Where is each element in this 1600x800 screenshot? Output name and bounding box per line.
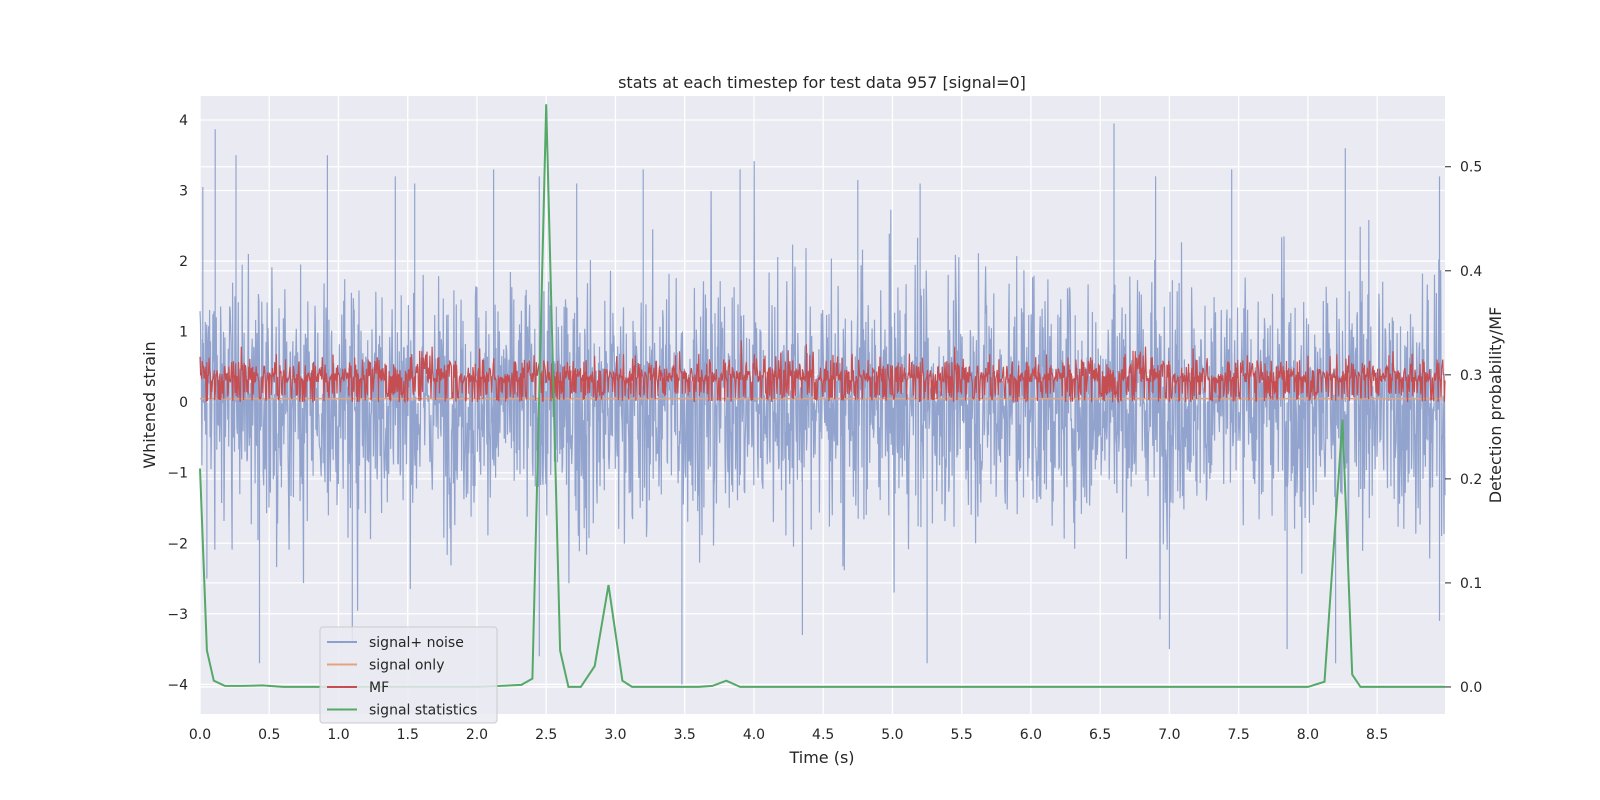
- tick-labels: 0.0 0.5 1.0 1.5 2.0 2.5 3.0 3.5 4.0 4.5 5.0 5.5 6.0 6…: [167, 113, 1482, 743]
- x-tick-label: 5.0: [881, 727, 903, 743]
- x-tick-label: 8.0: [1297, 727, 1319, 743]
- chart-title: stats at each timestep for test data 957…: [618, 73, 1026, 92]
- x-tick-label: 2.5: [535, 727, 557, 743]
- right-y-tick-label: 0.0: [1460, 680, 1482, 696]
- x-tick-label: 4.5: [812, 727, 834, 743]
- x-tick-label: 6.5: [1089, 727, 1111, 743]
- x-tick-label: 1.0: [327, 727, 349, 743]
- x-tick-label: 7.0: [1158, 727, 1180, 743]
- x-tick-label: 3.0: [604, 727, 626, 743]
- legend-label: signal only: [369, 658, 444, 674]
- data-layer: [199, 104, 1446, 688]
- x-tick-label: 8.5: [1366, 727, 1388, 743]
- right-y-tick-label: 0.4: [1460, 264, 1482, 280]
- series-mf: [199, 340, 1446, 404]
- y-tick-label: 4: [179, 113, 188, 129]
- x-tick-label: 5.5: [951, 727, 973, 743]
- x-tick-label: 2.0: [466, 727, 488, 743]
- legend-label: signal statistics: [369, 703, 477, 719]
- x-tick-label: 4.0: [743, 727, 765, 743]
- y-tick-label: −1: [167, 466, 188, 482]
- y-tick-label: 2: [179, 254, 188, 270]
- right-y-tick-label: 0.3: [1460, 368, 1482, 384]
- y-tick-label: 3: [179, 184, 188, 200]
- x-tick-label: 1.5: [397, 727, 419, 743]
- legend-label: signal+ noise: [369, 635, 464, 651]
- right-y-tick-label: 0.2: [1460, 472, 1482, 488]
- x-tick-label: 6.0: [1020, 727, 1042, 743]
- legend-box: [319, 626, 498, 724]
- x-tick-label: 0.0: [189, 727, 211, 743]
- x-tick-label: 7.5: [1228, 727, 1250, 743]
- y-tick-label: −2: [167, 536, 188, 552]
- x-tick-label: 3.5: [674, 727, 696, 743]
- right-y-tick-label: 0.1: [1460, 576, 1482, 592]
- y-tick-label: 1: [179, 325, 188, 341]
- y-tick-label: −3: [167, 607, 188, 623]
- legend-label: MF: [369, 680, 389, 696]
- y-tick-label: −4: [167, 677, 188, 693]
- series-signal-noise: [199, 123, 1446, 685]
- y-tick-label: 0: [179, 395, 188, 411]
- legend: signal+ noise signal only MF signal statist…: [319, 626, 498, 724]
- x-axis-label: Time (s): [788, 748, 854, 767]
- right-y-tick-label: 0.5: [1460, 160, 1482, 176]
- right-y-axis-label: Detection probability/MF: [1486, 307, 1505, 504]
- y-axis-label: Whitened strain: [140, 341, 159, 468]
- x-tick-label: 0.5: [258, 727, 280, 743]
- series-signal-statistics: [199, 104, 1445, 688]
